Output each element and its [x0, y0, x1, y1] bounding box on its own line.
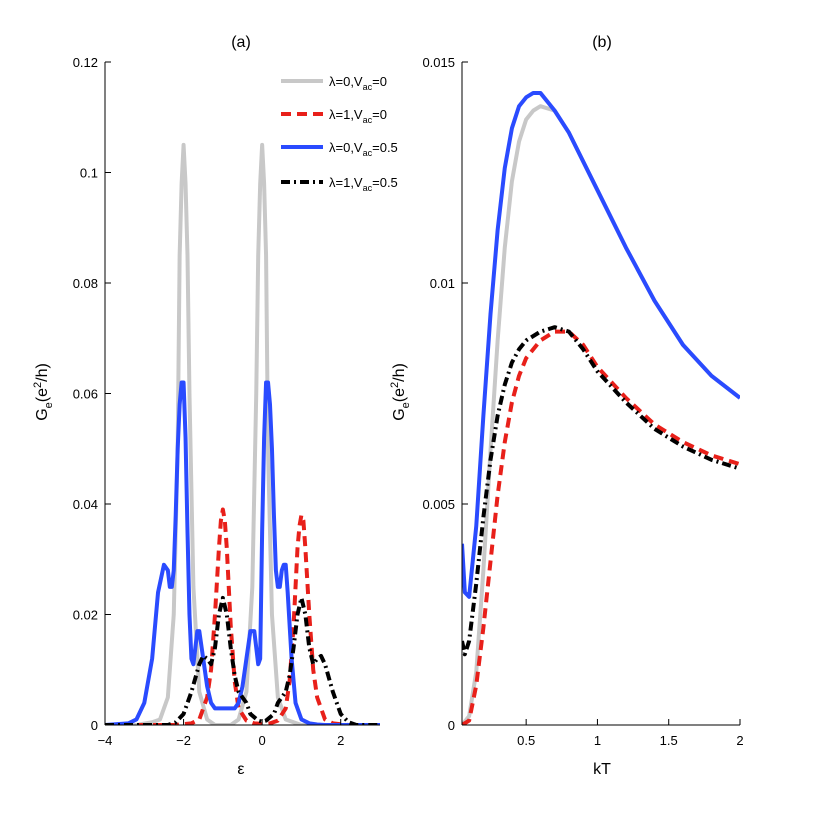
- legend-entry-2: λ=0,Vac=0.5: [281, 140, 398, 158]
- legend-entry-3: λ=1,Vac=0.5: [281, 175, 398, 193]
- panel-a-ylabel-tail: (e: [34, 388, 51, 402]
- legend-label-3-post: =0.5: [372, 175, 398, 190]
- panel-b-y-tick-label: 0.01: [430, 276, 455, 291]
- panel-a-y-tick-label: 0.12: [73, 55, 98, 70]
- legend-label-3-sub: ac: [363, 183, 373, 193]
- panel-b-ylabel-end: /h): [391, 363, 408, 382]
- legend-label-2-post: =0.5: [372, 140, 398, 155]
- panel-b-series-2-line: [462, 90, 740, 599]
- panel-a-ylabel-sup: 2: [32, 382, 44, 388]
- panel-a-title: (a): [231, 34, 251, 51]
- legend-label-0-post: =0: [372, 74, 387, 89]
- panel-a-y-tick-label: 0.04: [73, 497, 98, 512]
- legend-label-0: λ=0,Vac=0: [329, 74, 387, 92]
- panel-b-y-tick-label: 0: [448, 718, 455, 733]
- legend-label-1-sub: ac: [363, 115, 373, 125]
- panel-a-x-tick-label: −4: [98, 733, 113, 748]
- panel-b-x-tick-label: 2: [736, 733, 743, 748]
- legend-label-0-pre: λ=0,V: [329, 74, 363, 89]
- legend-label-1-post: =0: [372, 107, 387, 122]
- panel-b-series-group: [462, 90, 740, 725]
- legend-label-2-pre: λ=0,V: [329, 140, 363, 155]
- panel-a-ylabel-sub: e: [43, 402, 55, 408]
- legend-entry-0: λ=0,Vac=0: [281, 74, 387, 92]
- panel-b-ylabel-base: G: [391, 408, 408, 420]
- panel-a-y-tick-label: 0.08: [73, 276, 98, 291]
- panel-b-x-tick-label: 1.5: [660, 733, 678, 748]
- legend-label-3-pre: λ=1,V: [329, 175, 363, 190]
- panel-a-y-tick-label: 0.06: [73, 387, 98, 402]
- legend-label-1-pre: λ=1,V: [329, 107, 363, 122]
- legend: λ=0,Vac=0 λ=1,Vac=0 λ=0,Vac=0.5 λ=1,Vac=…: [281, 74, 398, 193]
- panel-a-y-tick-label: 0.02: [73, 608, 98, 623]
- panel-a: (a) −4 −2 0 2 0 0.02 0.04 0.06 0.08 0.1 0.12 ε Ge(…: [32, 34, 398, 778]
- legend-label-2: λ=0,Vac=0.5: [329, 140, 398, 158]
- panel-b-series-3-line: [462, 325, 740, 657]
- panel-b-series-1-line: [462, 329, 740, 725]
- panel-b-ylabel-sup: 2: [389, 382, 401, 388]
- panel-b-ylabel-sub: e: [400, 402, 412, 408]
- legend-label-0-sub: ac: [363, 82, 373, 92]
- panel-b-title: (b): [592, 34, 612, 51]
- panel-b-ylabel-tail: (e: [391, 388, 408, 402]
- panel-b-x-tick-label: 0.5: [517, 733, 535, 748]
- panel-a-axes: −4 −2 0 2 0 0.02 0.04 0.06 0.08 0.1 0.12: [73, 55, 380, 748]
- panel-a-series-2-line: [105, 380, 380, 725]
- legend-entry-1: λ=1,Vac=0: [281, 107, 387, 125]
- panel-a-ylabel: Ge(e2/h): [32, 363, 55, 421]
- panel-a-ylabel-base: G: [34, 408, 51, 420]
- panel-a-x-tick-label: 0: [259, 733, 266, 748]
- panel-b-ylabel: Ge(e2/h): [389, 363, 412, 421]
- panel-a-x-tick-label: −2: [176, 733, 191, 748]
- panel-a-xlabel: ε: [237, 761, 244, 778]
- legend-label-1: λ=1,Vac=0: [329, 107, 387, 125]
- panel-b-y-tick-label: 0.005: [422, 497, 455, 512]
- panel-b-x-tick-label: 1: [594, 733, 601, 748]
- panel-a-y-tick-label: 0.1: [80, 166, 98, 181]
- panel-b-axes: 0.5 1 1.5 2 0 0.005 0.01 0.015: [422, 55, 743, 748]
- panel-b-y-tick-label: 0.015: [422, 55, 455, 70]
- legend-label-3: λ=1,Vac=0.5: [329, 175, 398, 193]
- panel-b-xlabel: kT: [593, 761, 611, 778]
- panel-a-x-tick-label: 2: [337, 733, 344, 748]
- panel-a-ylabel-end: /h): [34, 363, 51, 382]
- panel-a-series-3-line: [105, 595, 380, 725]
- legend-label-2-sub: ac: [363, 148, 373, 158]
- panel-a-y-tick-label: 0: [91, 718, 98, 733]
